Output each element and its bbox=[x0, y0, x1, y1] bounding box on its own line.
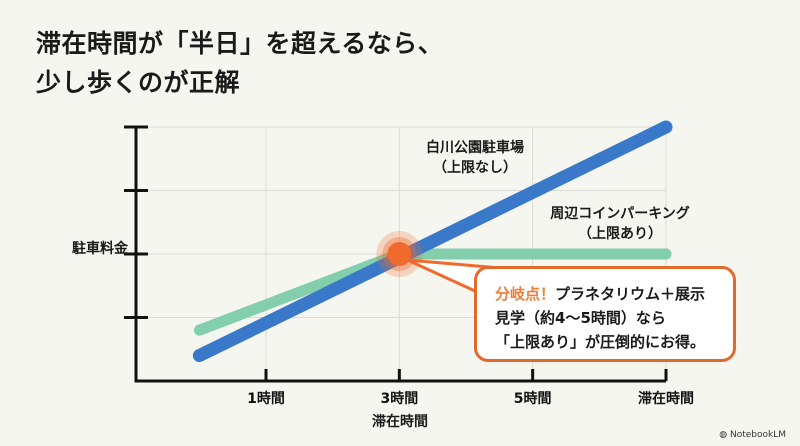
callout-line-3: 「上限あり」が圧倒的にお得。 bbox=[495, 333, 706, 351]
x-tick-label: 滞在時間 bbox=[638, 390, 694, 407]
series-name: 周辺コインパーキング bbox=[550, 206, 690, 222]
notebooklm-icon: ◍ bbox=[719, 430, 730, 440]
series-label-blue: 白川公園駐車場 （上限なし） bbox=[405, 138, 545, 178]
callout-line-2: 見学（約4〜5時間）なら bbox=[495, 309, 666, 327]
series-line bbox=[192, 120, 673, 363]
callout-highlight: 分岐点！ bbox=[495, 285, 556, 303]
notebooklm-logo: ◍ NotebookLM bbox=[719, 430, 786, 440]
annotation-callout: 分岐点！プラネタリウム＋展示 見学（約4〜5時間）なら 「上限あり」が圧倒的にお… bbox=[474, 266, 736, 362]
series-label-green: 周辺コインパーキング （上限あり） bbox=[520, 204, 720, 244]
brand-text: NotebookLM bbox=[729, 430, 786, 440]
title-line-1: 滞在時間が「半日」を超えるなら、 bbox=[36, 29, 444, 58]
x-tick-label: 5時間 bbox=[514, 390, 552, 407]
x-axis-label: 滞在時間 bbox=[372, 414, 428, 430]
series-sub: （上限あり） bbox=[578, 226, 662, 242]
title-line-2: 少し歩くのが正解 bbox=[36, 68, 241, 97]
series-sub: （上限なし） bbox=[433, 160, 517, 176]
x-tick-label: 3時間 bbox=[380, 390, 418, 407]
crossover-point bbox=[387, 242, 412, 266]
y-axis-label: 駐車料金 bbox=[72, 241, 128, 257]
series-name: 白川公園駐車場 bbox=[426, 140, 524, 156]
slide-title: 滞在時間が「半日」を超えるなら、 少し歩くのが正解 bbox=[36, 24, 443, 102]
callout-line-1: プラネタリウム＋展示 bbox=[555, 285, 706, 303]
x-tick-label: 1時間 bbox=[247, 390, 285, 407]
